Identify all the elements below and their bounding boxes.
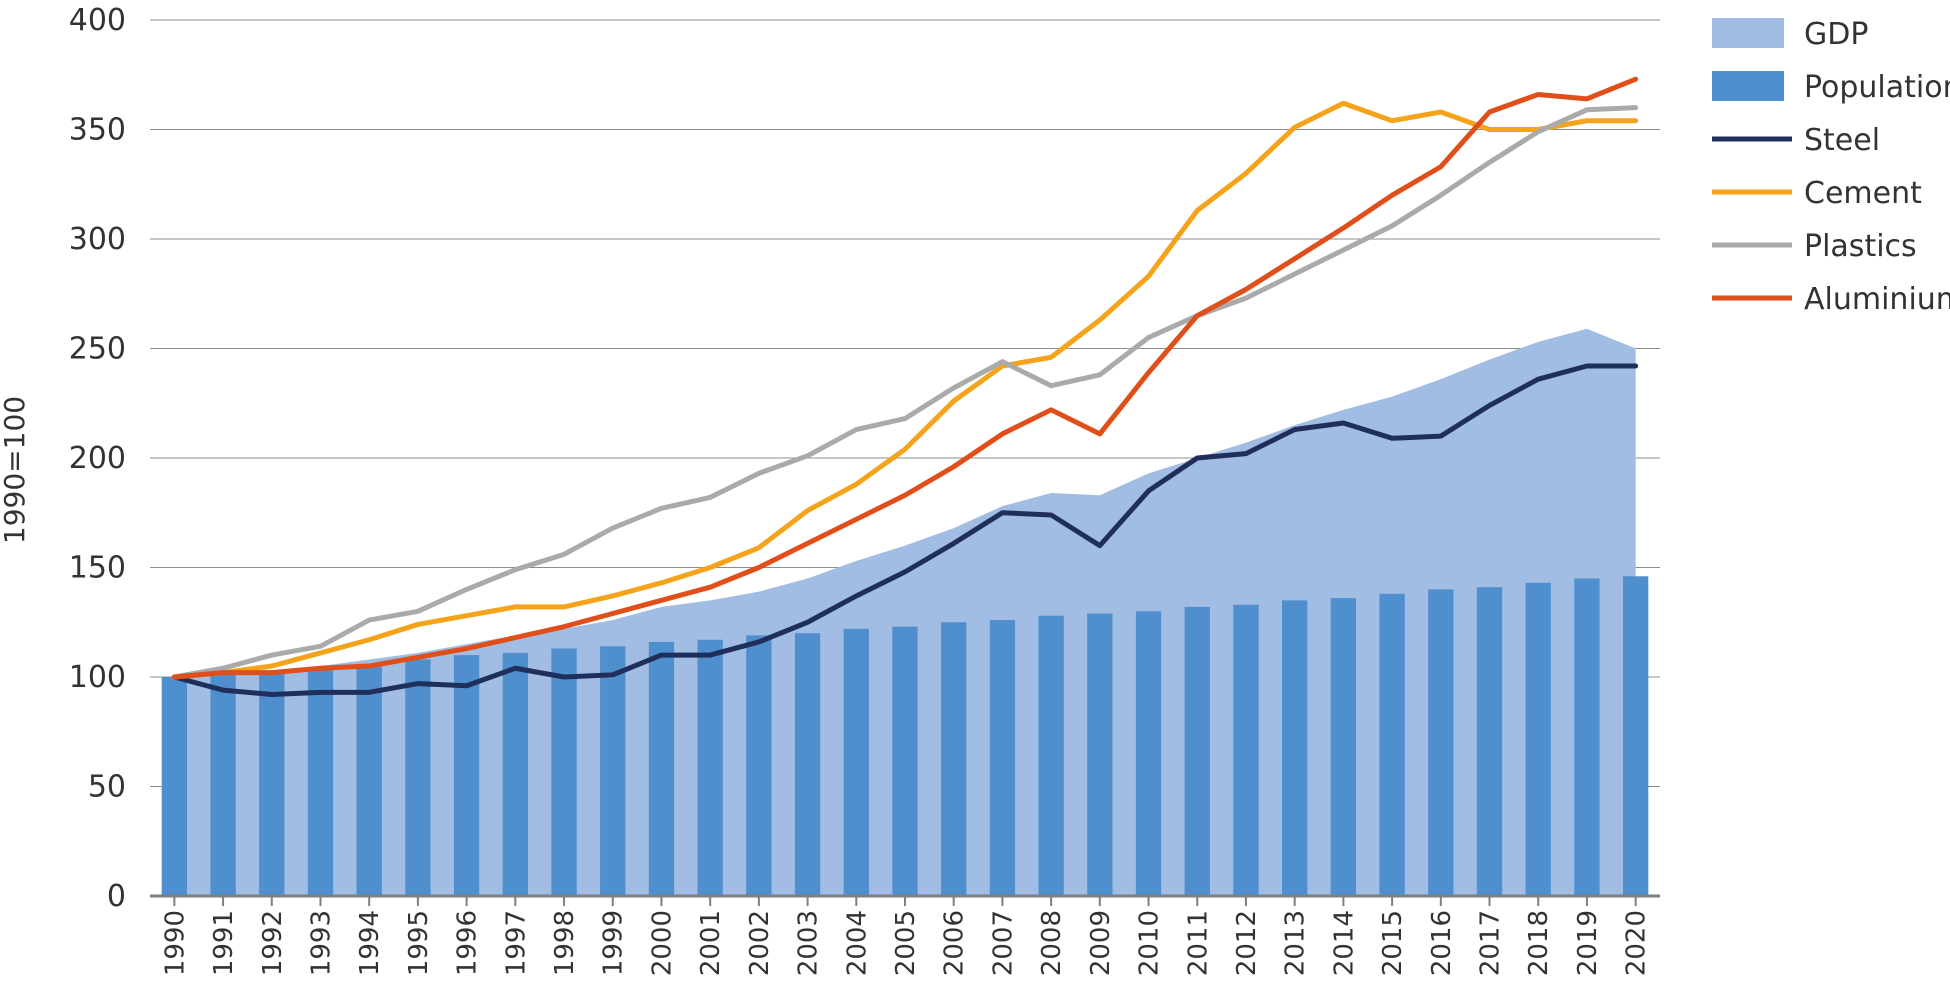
population-bar-2016 — [1428, 589, 1454, 896]
legend-swatch-population — [1712, 71, 1784, 101]
population-bar-2014 — [1330, 598, 1357, 896]
population-bar-1992 — [259, 670, 285, 896]
x-tick-label-2000: 2000 — [647, 910, 677, 976]
legend-label-aluminium: Aluminium — [1804, 282, 1950, 317]
x-tick-label-2003: 2003 — [794, 910, 824, 976]
x-tick-label-2013: 2013 — [1281, 910, 1311, 976]
x-tick-label-1997: 1997 — [501, 910, 531, 976]
x-tick-label-2020: 2020 — [1622, 910, 1652, 976]
population-bar-1996 — [453, 655, 480, 896]
population-bar-layer — [161, 576, 1649, 896]
x-tick-label-1999: 1999 — [599, 910, 629, 976]
population-bar-2010 — [1135, 611, 1162, 896]
population-bar-2011 — [1184, 606, 1210, 896]
gdp-area-layer — [174, 328, 1636, 896]
legend-label-gdp: GDP — [1804, 17, 1868, 52]
x-tick-label-2016: 2016 — [1427, 910, 1457, 976]
legend-label-plastics: Plastics — [1804, 229, 1917, 264]
x-tick-label-1992: 1992 — [258, 910, 288, 976]
population-bar-2004 — [843, 628, 869, 896]
legend-swatch-gdp — [1712, 18, 1784, 48]
population-bar-1998 — [551, 648, 577, 896]
population-bar-2000 — [648, 641, 675, 896]
x-tick-label-2015: 2015 — [1378, 910, 1408, 976]
legend-label-cement: Cement — [1804, 176, 1922, 211]
population-bar-1994 — [356, 663, 382, 896]
x-tick-label-2019: 2019 — [1573, 910, 1603, 976]
cement-line — [171, 100, 1639, 680]
x-tick-label-1996: 1996 — [453, 910, 483, 976]
x-tick-label-2004: 2004 — [842, 910, 872, 976]
population-bar-2015 — [1379, 593, 1405, 896]
population-bar-1993 — [307, 668, 334, 896]
x-tick-label-2002: 2002 — [745, 910, 775, 976]
population-bar-2017 — [1476, 587, 1503, 896]
x-tick-label-2008: 2008 — [1037, 910, 1067, 976]
population-bar-2002 — [746, 635, 772, 896]
y-tick-label-350: 350 — [69, 113, 126, 148]
gdp-area — [174, 328, 1636, 896]
x-tick-label-2005: 2005 — [891, 910, 921, 976]
x-tick-label-1995: 1995 — [404, 910, 434, 976]
x-tick-label-2007: 2007 — [988, 910, 1018, 976]
population-bar-2009 — [1087, 613, 1113, 896]
y-tick-label-250: 250 — [69, 332, 126, 367]
x-tick-label-1993: 1993 — [306, 910, 336, 976]
x-tick-label-1998: 1998 — [550, 910, 580, 976]
steel-line — [171, 363, 1639, 698]
y-tick-label-400: 400 — [69, 3, 126, 38]
population-bar-2018 — [1525, 582, 1551, 896]
y-tick-label-50: 50 — [88, 770, 126, 805]
line-series-layer — [171, 76, 1639, 698]
population-bar-2001 — [697, 639, 723, 896]
population-bar-2019 — [1574, 578, 1600, 896]
x-tick-label-1990: 1990 — [160, 910, 190, 976]
x-tick-label-2012: 2012 — [1232, 910, 1262, 976]
population-bar-2006 — [941, 622, 967, 896]
population-bar-1997 — [502, 652, 528, 896]
population-bar-2008 — [1038, 615, 1064, 896]
legend-label-population: Population — [1804, 70, 1950, 105]
legend: GDP Population Steel Cement Plastics Aluminiu… — [1712, 17, 1950, 317]
population-bar-1991 — [210, 674, 236, 896]
population-bar-2003 — [794, 633, 821, 896]
population-bar-2007 — [989, 620, 1016, 896]
population-bar-2013 — [1282, 600, 1308, 896]
population-bar-2012 — [1233, 604, 1259, 896]
x-tick-label-2001: 2001 — [696, 910, 726, 976]
x-tick-label-2014: 2014 — [1329, 910, 1359, 976]
population-bar-2020 — [1622, 576, 1649, 896]
x-tick-label-2009: 2009 — [1086, 910, 1116, 976]
legend-label-steel: Steel — [1804, 123, 1880, 158]
y-tick-label-200: 200 — [69, 441, 126, 476]
axes: 0 50 100 150 200 250 300 350 400 1990 1991 1992 1993… — [69, 3, 1660, 976]
y-tick-label-100: 100 — [69, 660, 126, 695]
population-bar-1990 — [161, 677, 188, 896]
population-bar-1995 — [405, 659, 431, 896]
y-axis-label: 1990=100 — [0, 396, 31, 544]
population-bar-2005 — [892, 626, 918, 896]
y-tick-label-0: 0 — [107, 879, 126, 914]
plastics-line — [171, 105, 1639, 680]
x-tick-label-2010: 2010 — [1135, 910, 1165, 976]
x-tick-label-2018: 2018 — [1524, 910, 1554, 976]
x-tick-label-1991: 1991 — [209, 910, 239, 976]
x-tick-label-2011: 2011 — [1183, 910, 1213, 976]
x-tick-label-2017: 2017 — [1476, 910, 1506, 976]
x-tick-label-2006: 2006 — [940, 910, 970, 976]
population-bar-1999 — [600, 646, 626, 896]
aluminium-line — [171, 76, 1639, 680]
y-tick-label-300: 300 — [69, 222, 126, 257]
y-tick-label-150: 150 — [69, 551, 126, 586]
x-tick-label-1994: 1994 — [355, 910, 385, 976]
